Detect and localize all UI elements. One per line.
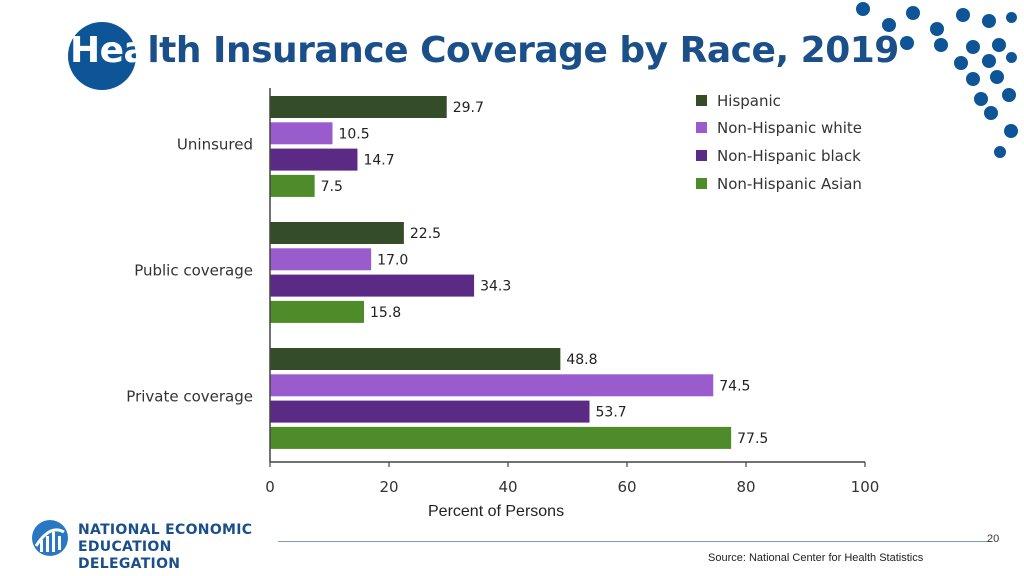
bar-2-3: [270, 426, 732, 449]
legend-swatch: [696, 178, 707, 189]
dot-decoration: [974, 92, 988, 106]
dot-decoration: [984, 106, 998, 120]
logo-line-1: NATIONAL ECONOMIC: [78, 522, 253, 538]
dot-decoration: [994, 146, 1006, 158]
bar-0-3: [270, 174, 315, 197]
bar-1-1: [270, 248, 372, 271]
legend-label: Non-Hispanic white: [717, 119, 862, 137]
dot-decoration: [934, 38, 948, 52]
bar-0-1: [270, 122, 333, 145]
decorative-dots: [834, 0, 1024, 170]
page-title-rest: lth Insurance Coverage by Race, 2019: [147, 30, 899, 71]
title-circle-decoration: [68, 22, 136, 90]
x-tick-label: 60: [617, 478, 636, 496]
value-label-1-0: 22.5: [410, 226, 441, 242]
x-tick-label: 80: [736, 478, 755, 496]
bar-1-2: [270, 274, 475, 297]
dot-decoration: [990, 70, 1004, 84]
dot-decoration: [966, 72, 980, 86]
legend-swatch: [696, 150, 707, 161]
logo-line-2: EDUCATION DELEGATION: [78, 539, 181, 572]
page-title-first: Hea: [70, 30, 148, 71]
category-label: Public coverage: [134, 262, 253, 280]
value-label-0-0: 29.7: [453, 100, 484, 116]
value-label-0-3: 7.5: [321, 179, 343, 195]
x-tick-label: 0: [265, 478, 275, 496]
dot-decoration: [882, 18, 896, 32]
value-label-2-3: 77.5: [737, 431, 768, 447]
bar-2-0: [270, 348, 561, 370]
bar-2-1: [270, 374, 714, 397]
bar-2-2: [270, 400, 590, 423]
x-tick-label: 100: [851, 478, 880, 496]
value-label-2-0: 48.8: [566, 352, 597, 368]
bar-0-0: [270, 96, 447, 118]
category-label: Private coverage: [126, 388, 253, 406]
dot-decoration: [956, 8, 970, 22]
value-label-1-3: 15.8: [370, 305, 401, 321]
logo: NATIONAL ECONOMIC EDUCATION DELEGATION: [30, 518, 270, 572]
dot-decoration: [982, 54, 996, 68]
value-label-2-2: 53.7: [596, 405, 627, 421]
value-label-2-1: 74.5: [719, 378, 750, 394]
legend-label: Hispanic: [717, 92, 781, 110]
dot-decoration: [900, 36, 914, 50]
x-tick-label: 20: [379, 478, 398, 496]
x-axis-label: Percent of Persons: [428, 503, 565, 520]
dot-decoration: [906, 6, 920, 20]
dot-decoration: [966, 40, 980, 54]
legend-swatch: [696, 122, 707, 133]
value-label-1-1: 17.0: [377, 252, 408, 268]
source-note: Source: National Center for Health Stati…: [708, 552, 924, 564]
globe-logo-icon: [32, 520, 68, 556]
bar-1-0: [270, 222, 404, 244]
bar-1-3: [270, 300, 365, 323]
category-label: Uninsured: [177, 136, 253, 154]
page-number: 20: [987, 533, 1000, 545]
value-label-1-2: 34.3: [480, 279, 511, 295]
page-title: Health Insurance Coverage by Race, 2019: [70, 30, 899, 71]
value-label-0-1: 10.5: [338, 126, 369, 142]
dot-decoration: [992, 38, 1006, 52]
logo-text: NATIONAL ECONOMIC EDUCATION DELEGATION: [78, 522, 270, 573]
dot-decoration: [982, 14, 996, 28]
dot-decoration: [930, 22, 944, 36]
legend-swatch: [696, 95, 707, 106]
legend-label: Non-Hispanic Asian: [717, 175, 862, 193]
dot-decoration: [1006, 52, 1017, 63]
dot-decoration: [1006, 12, 1017, 23]
dot-decoration: [856, 2, 870, 16]
legend-label: Non-Hispanic black: [717, 147, 861, 165]
x-tick-label: 40: [498, 478, 517, 496]
value-label-0-2: 14.7: [363, 153, 394, 169]
dot-decoration: [1002, 88, 1016, 102]
bar-0-2: [270, 148, 358, 171]
dot-decoration: [1004, 124, 1018, 138]
footer-divider: [278, 541, 990, 542]
dot-decoration: [954, 56, 968, 70]
